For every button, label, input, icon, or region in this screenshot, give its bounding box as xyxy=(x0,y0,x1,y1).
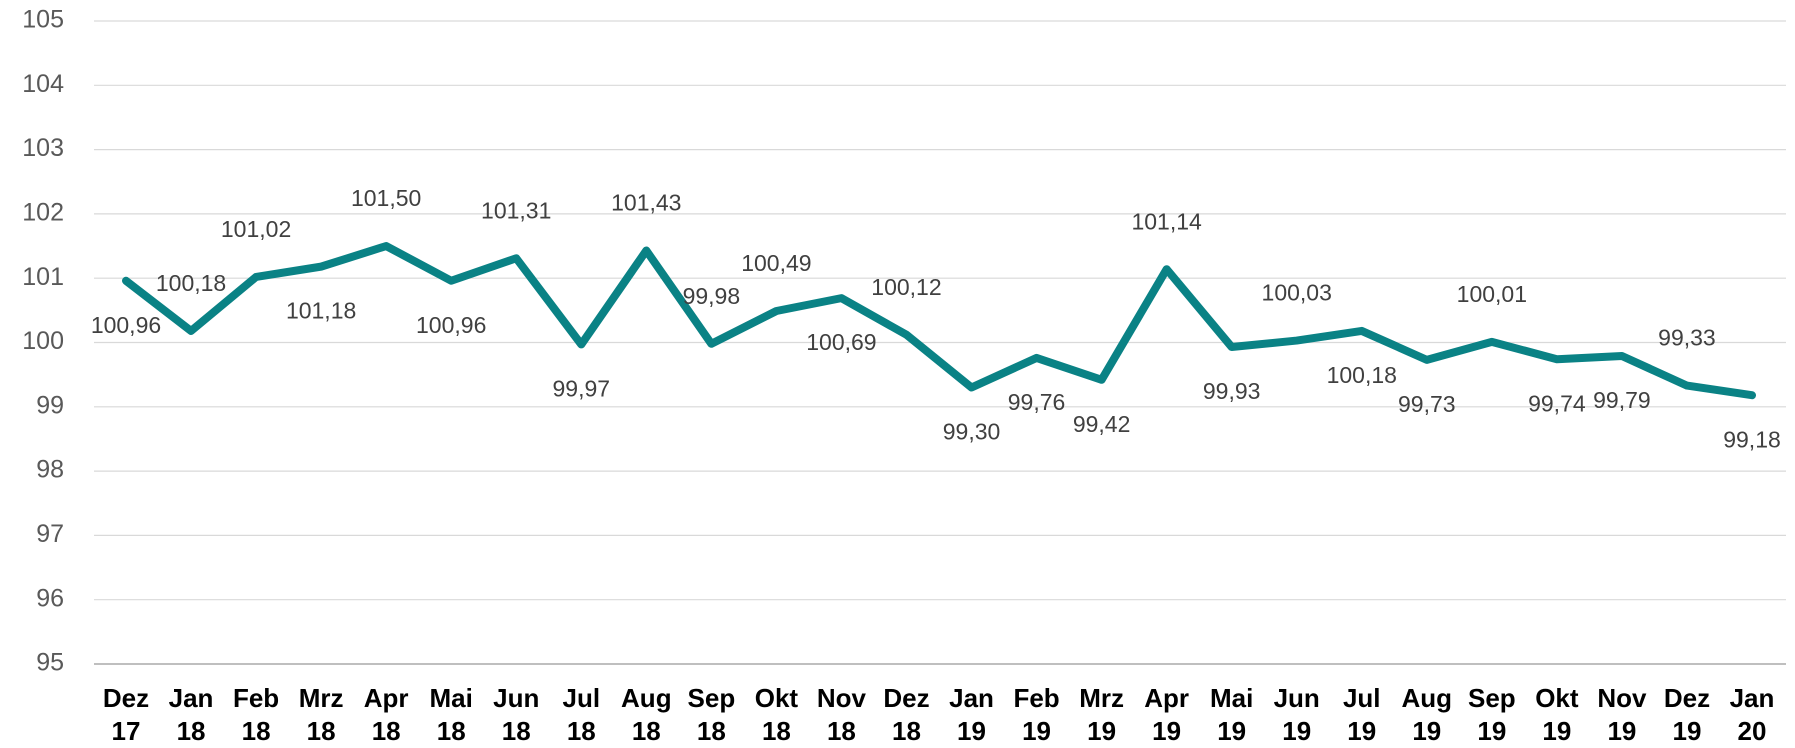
x-tick-label: Feb xyxy=(1013,683,1059,713)
data-label: 100,69 xyxy=(806,329,876,355)
data-label: 101,50 xyxy=(351,185,421,211)
data-label: 99,42 xyxy=(1073,411,1131,437)
x-tick-label: Sep xyxy=(688,683,736,713)
x-tick-label: Jan xyxy=(169,683,214,713)
x-tick-label: 19 xyxy=(1282,716,1311,746)
x-tick-label: 18 xyxy=(697,716,726,746)
y-tick-label: 100 xyxy=(22,327,64,355)
y-tick-label: 104 xyxy=(22,70,64,98)
y-tick-label: 103 xyxy=(22,134,64,162)
x-tick-label: Nov xyxy=(817,683,867,713)
x-tick-label: 18 xyxy=(502,716,531,746)
x-tick-label: Sep xyxy=(1468,683,1516,713)
data-label: 99,76 xyxy=(1008,389,1066,415)
data-label: 99,79 xyxy=(1593,387,1651,413)
y-tick-label: 98 xyxy=(36,456,64,484)
x-tick-label: Mrz xyxy=(299,683,344,713)
x-tick-label: 19 xyxy=(1412,716,1441,746)
x-tick-label: Dez xyxy=(1664,683,1710,713)
x-tick-label: Jan xyxy=(1730,683,1775,713)
data-label: 100,12 xyxy=(871,274,941,300)
data-label: 99,93 xyxy=(1203,378,1261,404)
data-label: 100,03 xyxy=(1262,280,1332,306)
x-tick-label: 18 xyxy=(372,716,401,746)
x-tick-label: 18 xyxy=(567,716,596,746)
x-tick-label: 18 xyxy=(892,716,921,746)
data-label: 100,18 xyxy=(1327,362,1397,388)
y-tick-label: 102 xyxy=(22,199,64,227)
x-tick-label: 18 xyxy=(242,716,271,746)
data-line xyxy=(122,242,1756,400)
data-label: 99,30 xyxy=(943,419,1001,445)
data-label: 100,01 xyxy=(1457,281,1527,307)
x-tick-label: 18 xyxy=(307,716,336,746)
x-tick-label: Jan xyxy=(949,683,994,713)
x-tick-label: 19 xyxy=(1542,716,1571,746)
x-tick-label: 19 xyxy=(1347,716,1376,746)
data-label: 99,73 xyxy=(1398,391,1456,417)
x-tick-label: Dez xyxy=(103,683,149,713)
data-label: 101,14 xyxy=(1131,208,1202,234)
data-label: 99,18 xyxy=(1723,426,1781,452)
x-tick-label: 18 xyxy=(437,716,466,746)
x-tick-label: Okt xyxy=(1535,683,1579,713)
x-tick-label: Jun xyxy=(1274,683,1320,713)
x-tick-label: 18 xyxy=(762,716,791,746)
data-label: 99,98 xyxy=(683,283,741,309)
x-tick-label: 19 xyxy=(1022,716,1051,746)
data-label: 100,96 xyxy=(416,312,486,338)
x-tick-label: 19 xyxy=(1217,716,1246,746)
x-tick-label: 19 xyxy=(1607,716,1636,746)
data-label: 100,49 xyxy=(741,250,811,276)
x-tick-label: Feb xyxy=(233,683,279,713)
y-tick-label: 105 xyxy=(22,6,64,34)
x-tick-label: 19 xyxy=(957,716,986,746)
x-tick-label: 19 xyxy=(1152,716,1181,746)
x-tick-label: Mrz xyxy=(1079,683,1124,713)
x-tick-label: Jul xyxy=(562,683,600,713)
x-tick-label: 18 xyxy=(827,716,856,746)
x-tick-label: 20 xyxy=(1738,716,1767,746)
x-tick-label: 19 xyxy=(1477,716,1506,746)
x-tick-label: Aug xyxy=(621,683,672,713)
x-tick-label: Mai xyxy=(430,683,473,713)
x-tick-label: 18 xyxy=(632,716,661,746)
data-label: 99,74 xyxy=(1528,390,1586,416)
data-label: 99,33 xyxy=(1658,325,1716,351)
data-label: 101,18 xyxy=(286,298,356,324)
x-tick-label: Jul xyxy=(1343,683,1381,713)
x-tick-label: Jun xyxy=(493,683,539,713)
x-tick-label: Aug xyxy=(1402,683,1453,713)
data-label: 101,43 xyxy=(611,190,681,216)
y-tick-label: 96 xyxy=(36,584,64,612)
x-tick-label: Dez xyxy=(883,683,929,713)
x-tick-label: Okt xyxy=(755,683,799,713)
x-tick-label: Nov xyxy=(1597,683,1647,713)
x-tick-label: Apr xyxy=(1144,683,1189,713)
data-label: 100,18 xyxy=(156,270,226,296)
y-tick-label: 101 xyxy=(22,263,64,291)
data-label: 99,97 xyxy=(552,376,610,402)
y-tick-label: 97 xyxy=(36,520,64,548)
data-label: 101,02 xyxy=(221,216,291,242)
x-tick-label: 18 xyxy=(177,716,206,746)
x-tick-label: 19 xyxy=(1672,716,1701,746)
data-label: 100,96 xyxy=(91,312,161,338)
y-tick-label: 95 xyxy=(36,649,64,677)
x-tick-label: 17 xyxy=(112,716,141,746)
x-tick-label: 19 xyxy=(1087,716,1116,746)
data-label: 101,31 xyxy=(481,197,551,223)
x-tick-label: Mai xyxy=(1210,683,1253,713)
y-tick-label: 99 xyxy=(36,391,64,419)
x-tick-label: Apr xyxy=(364,683,409,713)
